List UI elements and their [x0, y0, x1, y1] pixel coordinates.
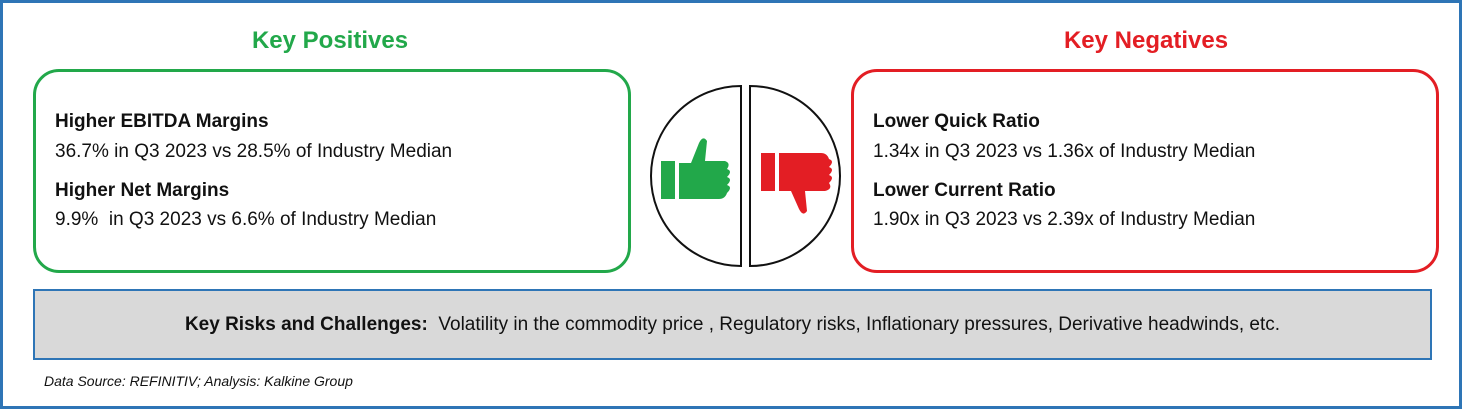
risks-bar: Key Risks and Challenges: Volatility in …	[33, 289, 1432, 360]
positives-box	[33, 69, 631, 273]
negatives-title: Key Negatives	[1063, 27, 1229, 54]
negatives-box	[851, 69, 1439, 273]
item-heading: Lower Current Ratio	[873, 180, 1056, 201]
source-note: Data Source: REFINITIV; Analysis: Kalkin…	[44, 373, 353, 389]
thumbs-icon	[650, 84, 841, 268]
item-detail: 9.9% in Q3 2023 vs 6.6% of Industry Medi…	[55, 209, 437, 230]
risks-label: Key Risks and Challenges:	[184, 313, 428, 335]
thumb-up	[661, 138, 730, 199]
item-heading: Higher Net Margins	[55, 180, 230, 201]
item-detail: 36.7% in Q3 2023 vs 28.5% of Industry Me…	[55, 141, 453, 162]
thumb-down	[761, 153, 832, 214]
positives-title: Key Positives	[251, 27, 409, 54]
item-detail: 1.34x in Q3 2023 vs 1.36x of Industry Me…	[873, 141, 1256, 162]
item-detail: 1.90x in Q3 2023 vs 2.39x of Industry Me…	[873, 209, 1256, 230]
risks-text: Volatility in the commodity price , Regu…	[438, 313, 1281, 335]
item-heading: Lower Quick Ratio	[873, 111, 1040, 132]
item-heading: Higher EBITDA Margins	[55, 111, 269, 132]
